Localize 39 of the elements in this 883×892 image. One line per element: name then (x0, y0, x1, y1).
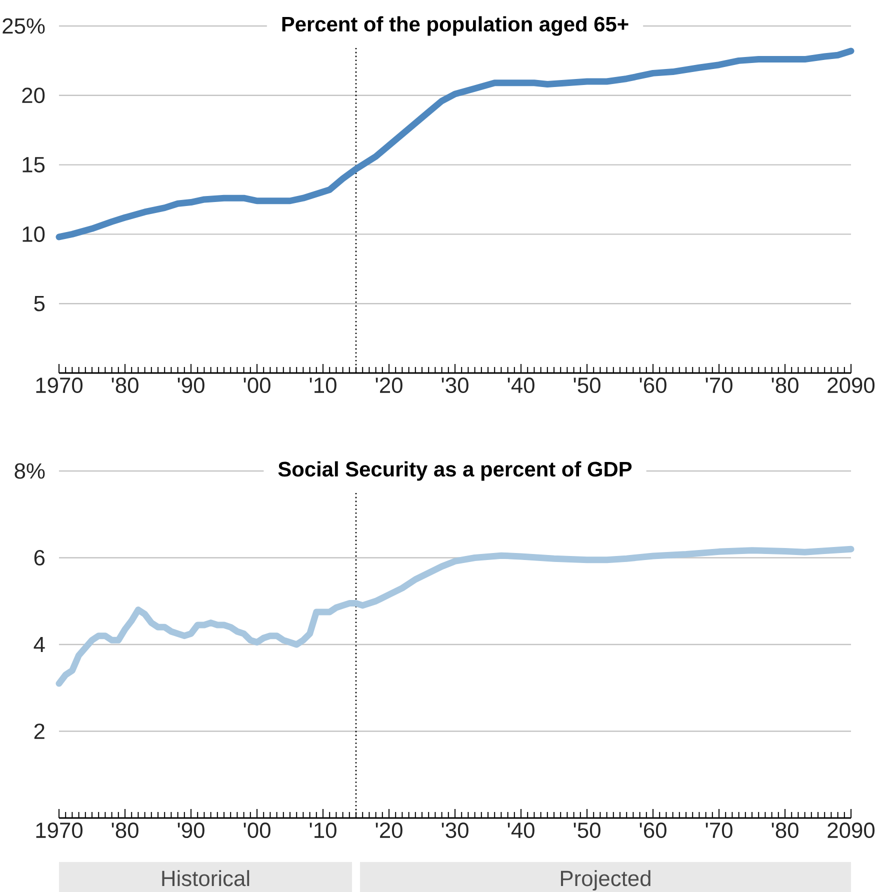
chart-title: Percent of the population aged 65+ (282, 16, 628, 36)
y-tick-label: 15 (22, 157, 45, 172)
x-tick-label: '10 (310, 378, 336, 394)
y-tick-label: 8% (14, 463, 45, 479)
text: Projected (561, 870, 650, 891)
x-tick-label: '50 (574, 378, 600, 394)
x-tick-label: '20 (376, 378, 402, 394)
x-tick-label: '60 (640, 822, 666, 838)
x-tick-label: '80 (772, 822, 798, 838)
x-tick-label: '00 (244, 822, 270, 838)
x-tick-label: 2090 (828, 822, 875, 838)
text: Historical (162, 870, 250, 886)
x-tick-label: '00 (244, 378, 270, 394)
x-tick-label: '80 (112, 378, 138, 394)
x-tick-label: 2090 (828, 378, 875, 394)
x-tick-label: 1970 (36, 822, 83, 838)
x-tick-label: '40 (508, 378, 534, 394)
y-tick-label: 2 (34, 724, 44, 739)
y-tick-label: 6 (34, 550, 45, 566)
x-tick-label: '90 (178, 822, 204, 838)
x-tick-label: '50 (574, 822, 600, 838)
y-tick-label: 10 (22, 226, 45, 242)
x-tick-label: 1970 (36, 378, 83, 394)
x-tick-label: '20 (376, 822, 402, 838)
x-tick-label: '30 (442, 378, 468, 394)
x-tick-label: '70 (706, 378, 732, 394)
y-tick-label: 4 (34, 636, 45, 652)
x-tick-label: '70 (706, 822, 732, 838)
chart-title: Social Security as a percent of GDP (278, 461, 632, 481)
x-tick-label: '80 (112, 822, 138, 838)
x-tick-label: '40 (508, 822, 534, 838)
x-tick-label: '80 (772, 378, 798, 394)
y-tick-label: 5 (34, 296, 45, 312)
x-tick-label: '10 (310, 822, 336, 838)
x-tick-label: '90 (178, 378, 204, 394)
y-tick-label: 25% (2, 18, 45, 34)
x-tick-label: '60 (640, 378, 666, 394)
x-tick-label: '30 (442, 822, 468, 838)
y-tick-label: 20 (22, 88, 45, 104)
